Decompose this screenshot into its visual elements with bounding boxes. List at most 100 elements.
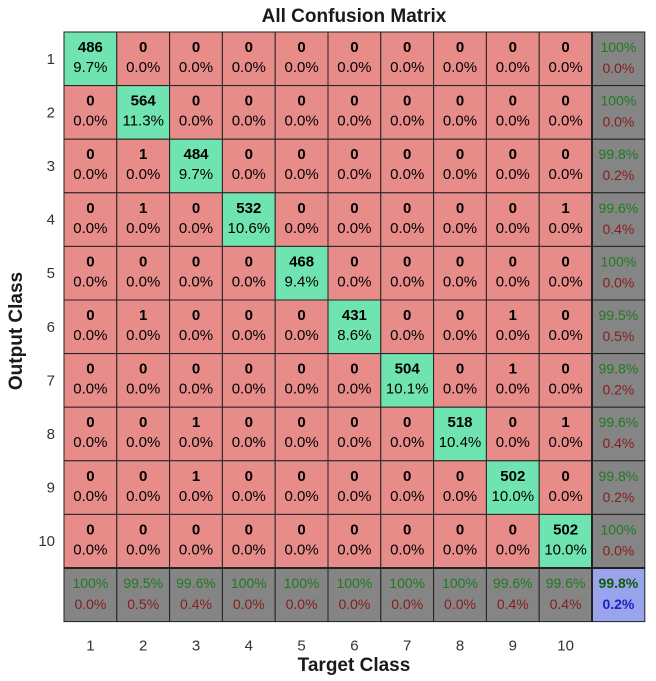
cell-count: 0 (297, 146, 305, 163)
cell-percentage: 10.0% (544, 541, 587, 558)
matrix-cell: 0 0.0% (433, 138, 487, 194)
cell-count: 0 (456, 93, 464, 110)
cell-background (485, 299, 540, 355)
cell-count: 0 (456, 39, 464, 56)
cell-count: 0 (245, 93, 253, 110)
matrix-cell: 0 0.0% (116, 245, 171, 301)
matrix-cell: 0 0.0% (538, 138, 593, 194)
matrix-cell: 99.6% 0.4% (591, 406, 646, 462)
cell-percentage: 0.0% (390, 220, 424, 237)
cell-percentage: 0.0% (126, 220, 160, 237)
cell-count: 0 (350, 468, 358, 485)
cell-percentage: 0.0% (443, 59, 477, 76)
cell-background (63, 31, 118, 87)
cell-count: 0 (297, 307, 305, 324)
matrix-cell: 99.6% 0.4% (538, 567, 593, 623)
cell-percentage: 0.0% (232, 434, 266, 451)
matrix-cell: 0 0.0% (327, 353, 382, 408)
matrix-cell: 0 0.0% (169, 31, 223, 87)
cell-background (380, 460, 435, 515)
cell-count: 0 (86, 307, 94, 324)
cell-percentage: 0.0% (496, 434, 530, 451)
matrix-cell: 0 0.0% (221, 406, 276, 462)
cell-background (538, 353, 593, 408)
matrix-cell: 99.5% 0.5% (116, 567, 171, 623)
matrix-cell: 100% 0.0% (63, 567, 118, 623)
y-tick-label: 2 (47, 104, 55, 121)
matrix-cell: 0 0.0% (538, 299, 593, 355)
summary-error-rate: 0.2% (602, 382, 634, 398)
summary-correct-rate: 100% (442, 575, 478, 591)
summary-correct-rate: 99.6% (599, 200, 639, 216)
cell-percentage: 0.0% (73, 327, 107, 344)
cell-count: 0 (561, 93, 569, 110)
cell-percentage: 0.0% (496, 273, 530, 290)
matrix-cell: 0 0.0% (63, 299, 118, 355)
x-tick-label: 3 (192, 638, 200, 655)
cell-background (591, 567, 646, 623)
matrix-cell: 100% 0.0% (591, 31, 646, 87)
y-tick-label: 3 (47, 158, 55, 175)
cell-percentage: 0.0% (232, 488, 266, 505)
cell-background (538, 567, 593, 623)
cell-percentage: 0.0% (284, 220, 318, 237)
matrix-cell: 0 0.0% (380, 85, 435, 140)
summary-correct-rate: 99.8% (599, 468, 639, 484)
cell-background (485, 245, 540, 301)
matrix-cell: 0 0.0% (485, 31, 540, 87)
cell-count: 0 (509, 414, 517, 431)
matrix-cell: 0 0.0% (433, 299, 487, 355)
matrix-cell: 0 0.0% (433, 85, 487, 140)
cell-count: 0 (403, 414, 411, 431)
cell-background (169, 31, 223, 87)
summary-error-rate: 0.2% (602, 167, 634, 183)
summary-correct-rate: 100% (72, 575, 108, 591)
matrix-cell: 100% 0.0% (591, 245, 646, 301)
cell-percentage: 0.0% (179, 220, 213, 237)
cell-background (169, 192, 223, 247)
cell-background (327, 192, 382, 247)
cell-percentage: 0.0% (232, 113, 266, 130)
cell-background (591, 460, 646, 515)
summary-error-rate: 0.5% (602, 328, 634, 344)
cell-count: 0 (245, 521, 253, 538)
cell-count: 0 (192, 361, 200, 378)
cell-percentage: 0.0% (390, 541, 424, 558)
cell-background (63, 245, 118, 301)
summary-error-rate: 0.4% (497, 596, 529, 612)
cell-percentage: 0.0% (232, 541, 266, 558)
cell-background (169, 460, 223, 515)
cell-percentage: 0.0% (232, 273, 266, 290)
cell-count: 0 (403, 468, 411, 485)
cell-background (327, 138, 382, 194)
matrix-cell: 0 0.0% (63, 245, 118, 301)
y-tick-label: 4 (47, 212, 55, 229)
matrix-cell: 0 0.0% (380, 460, 435, 515)
summary-error-rate: 0.0% (602, 542, 634, 558)
matrix-cell: 0 0.0% (169, 85, 223, 140)
cell-count: 0 (456, 307, 464, 324)
cell-count: 484 (183, 146, 209, 163)
matrix-cells: 486 9.7% 0 0.0% 0 0.0% 0 0.0% 0 0.0% 0 0.0% 0 0.0% 0 0.… (63, 31, 646, 623)
matrix-cell: 0 0.0% (221, 299, 276, 355)
cell-percentage: 0.0% (548, 59, 582, 76)
cell-count: 0 (245, 361, 253, 378)
matrix-cell: 0 0.0% (63, 192, 118, 247)
cell-background (274, 513, 329, 569)
cell-background (485, 460, 540, 515)
cell-count: 0 (403, 521, 411, 538)
matrix-cell: 1 0.0% (485, 353, 540, 408)
y-tick-label: 5 (47, 265, 55, 282)
matrix-cell: 0 0.0% (274, 299, 329, 355)
cell-percentage: 0.0% (337, 59, 371, 76)
matrix-cell: 1 0.0% (169, 406, 223, 462)
cell-percentage: 0.0% (443, 273, 477, 290)
cell-background (380, 406, 435, 462)
summary-error-rate: 0.5% (127, 596, 159, 612)
matrix-cell: 0 0.0% (63, 85, 118, 140)
cell-count: 0 (509, 521, 517, 538)
cell-background (485, 513, 540, 569)
matrix-cell: 0 0.0% (327, 460, 382, 515)
cell-count: 0 (403, 146, 411, 163)
